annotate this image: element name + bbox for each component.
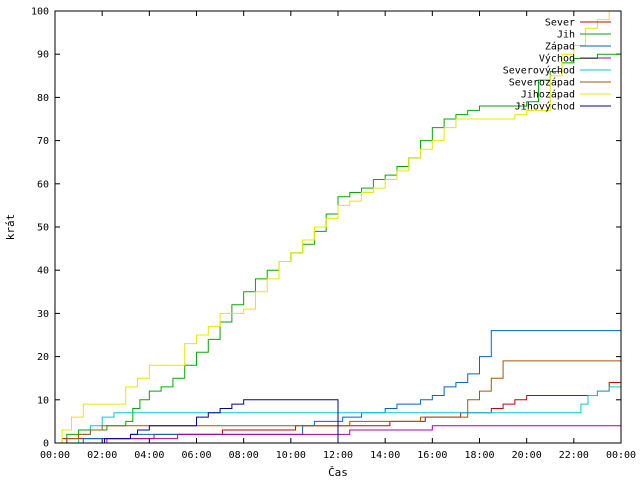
x-tick-label: 10:00 [276, 450, 306, 461]
series-line-6 [55, 360, 621, 444]
x-tick-label: 12:00 [323, 450, 353, 461]
y-tick-label: 100 [31, 7, 49, 18]
y-tick-label: 40 [37, 266, 49, 277]
x-tick-label: 20:00 [512, 450, 542, 461]
x-tick-label: 16:00 [417, 450, 447, 461]
y-tick-label: 80 [37, 93, 49, 104]
x-tick-label: 04:00 [134, 450, 164, 461]
legend-label: Východ [539, 53, 575, 65]
series-line-7 [55, 11, 610, 444]
y-tick-label: 90 [37, 50, 49, 61]
legend-label: Západ [545, 41, 575, 53]
series-line-8 [55, 399, 621, 444]
x-tick-label: 00:00 [40, 450, 70, 461]
y-tick-label: 70 [37, 136, 49, 147]
y-tick-label: 50 [37, 223, 49, 234]
x-tick-label: 14:00 [370, 450, 400, 461]
x-tick-label: 22:00 [559, 450, 589, 461]
y-tick-label: 20 [37, 352, 49, 363]
x-tick-label: 18:00 [464, 450, 494, 461]
y-tick-label: 30 [37, 309, 49, 320]
y-axis-label: krát [4, 214, 17, 241]
series-lines [55, 11, 622, 444]
series-line-4 [55, 421, 622, 444]
x-tick-label: 06:00 [181, 450, 211, 461]
x-tick-label: 02:00 [87, 450, 117, 461]
legend: SeverJihZápadVýchodSeverovýchodSeverozáp… [503, 18, 611, 113]
y-tick-label: 0 [43, 439, 49, 450]
legend-label: Jihozápad [521, 89, 575, 101]
y-tick-label: 60 [37, 179, 49, 190]
legend-label: Severovýchod [503, 65, 575, 77]
y-tick-label: 10 [37, 395, 49, 406]
legend-label: Sever [545, 18, 575, 29]
plot-frame [54, 10, 622, 444]
x-axis-label: Čas [328, 466, 348, 479]
x-tick-label: 08:00 [229, 450, 259, 461]
legend-label: Jihovýchod [515, 101, 575, 113]
x-tick-label: 00:00 [606, 450, 636, 461]
legend-label: Jih [557, 30, 575, 41]
legend-label: Severozápad [509, 77, 575, 89]
